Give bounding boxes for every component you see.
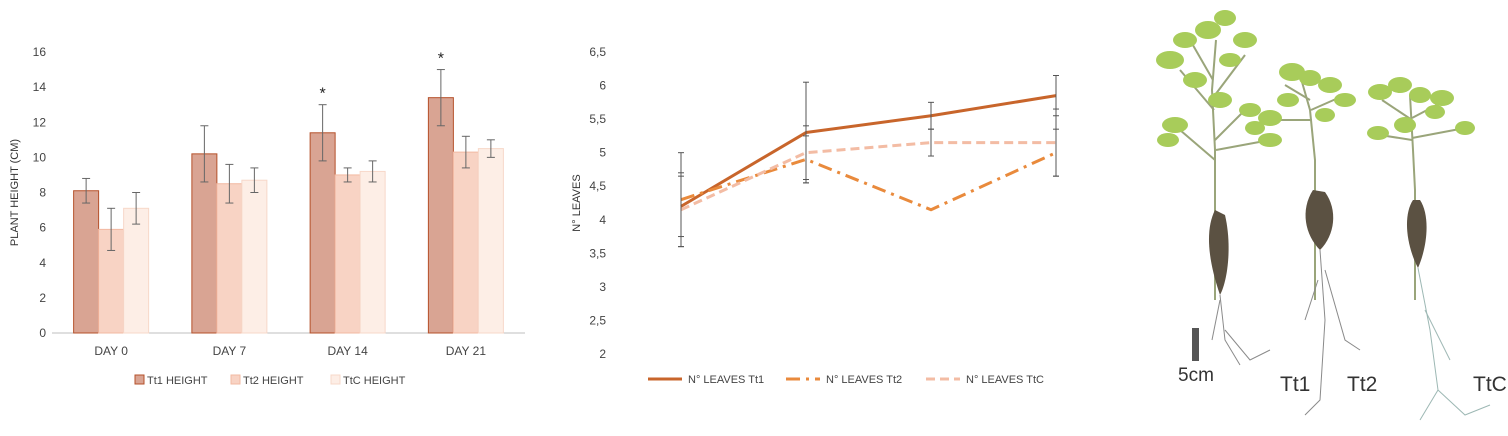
y-tick-label: 6 xyxy=(39,221,46,235)
y-axis-label: N° LEAVES xyxy=(571,174,583,231)
leaves-line-chart: 2 2,5 3 3,5 4 4,5 5 5,5 6 6,5 N° LEAVES N° LEAVES T… xyxy=(571,45,1059,386)
plant-height-bar-chart: 0 2 4 6 8 10 12 14 16 PLANT HEIGHT (CM) DAY 0 DAY 7… xyxy=(9,45,525,387)
y-tick-label: 3 xyxy=(599,280,606,294)
y-tick-label: 14 xyxy=(33,80,47,94)
scale-label: 5cm xyxy=(1178,365,1214,386)
bar xyxy=(427,97,454,334)
series-line xyxy=(680,151,1057,212)
bar xyxy=(359,170,386,334)
x-tick-label: DAY 7 xyxy=(213,344,247,358)
legend-label: Tt1 HEIGHT xyxy=(147,375,208,387)
legend-swatch xyxy=(230,374,241,385)
bar xyxy=(334,174,361,334)
y-tick-label: 4,5 xyxy=(589,179,606,193)
significance-marker: * xyxy=(320,86,326,103)
series-line xyxy=(680,94,1057,208)
legend-label: TtC HEIGHT xyxy=(343,375,406,387)
y-tick-label: 6 xyxy=(599,79,606,93)
x-tick-label: DAY 14 xyxy=(328,344,369,358)
plant-label-tt1: Tt1 xyxy=(1280,373,1310,396)
y-tick-label: 8 xyxy=(39,186,46,200)
y-tick-label: 6,5 xyxy=(589,45,606,59)
plant-tt2 xyxy=(1245,63,1361,416)
y-tick-label: 2 xyxy=(599,347,606,361)
bar xyxy=(216,183,243,334)
plant-tt1 xyxy=(1156,10,1282,366)
x-tick-label: DAY 0 xyxy=(94,344,128,358)
x-tick-label: DAY 21 xyxy=(446,344,487,358)
legend-label: N° LEAVES TtC xyxy=(966,374,1044,386)
y-tick-label: 10 xyxy=(33,150,47,164)
bar xyxy=(123,207,150,334)
legend-label: N° LEAVES Tt2 xyxy=(826,374,902,386)
series-line xyxy=(680,141,1056,212)
plant-photo: 5cm Tt1 Tt2 TtC xyxy=(1156,10,1507,421)
legend-swatch xyxy=(330,374,341,385)
y-tick-label: 4 xyxy=(599,213,606,227)
y-tick-label: 2 xyxy=(39,291,46,305)
y-tick-label: 0 xyxy=(39,326,46,340)
y-tick-label: 5 xyxy=(599,146,606,160)
scale-bar xyxy=(1192,328,1199,361)
y-tick-label: 5,5 xyxy=(589,112,606,126)
bar xyxy=(452,151,479,334)
y-tick-label: 12 xyxy=(33,115,47,129)
y-tick-label: 2,5 xyxy=(589,313,606,327)
plant-label-ttc: TtC xyxy=(1473,373,1507,396)
legend-label: Tt2 HEIGHT xyxy=(243,375,304,387)
y-tick-label: 16 xyxy=(33,45,47,59)
legend-label: N° LEAVES Tt1 xyxy=(688,374,764,386)
y-tick-label: 3,5 xyxy=(589,246,606,260)
significance-marker: * xyxy=(438,51,444,68)
bar xyxy=(309,132,336,334)
plant-ttc xyxy=(1367,77,1491,421)
y-tick-label: 4 xyxy=(39,256,46,270)
plant-label-tt2: Tt2 xyxy=(1347,373,1377,396)
bar xyxy=(73,190,100,334)
y-axis-label: PLANT HEIGHT (CM) xyxy=(9,139,21,246)
bar xyxy=(477,148,504,334)
legend-swatch xyxy=(134,374,145,385)
bar xyxy=(241,179,268,334)
